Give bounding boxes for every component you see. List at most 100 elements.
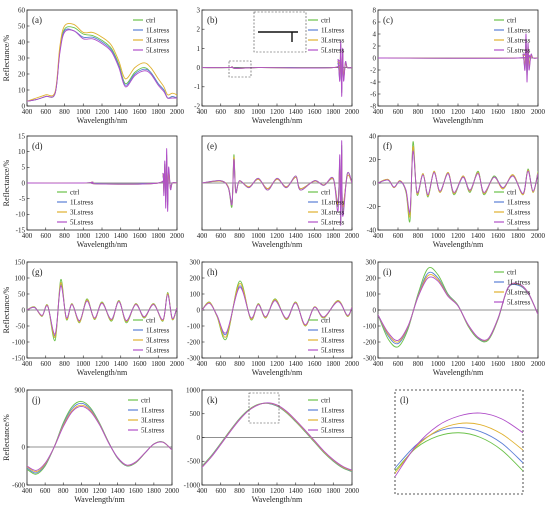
- x-tick-label: 1600: [133, 232, 148, 240]
- x-tick-label: 800: [413, 232, 424, 240]
- panel-letter: (d): [32, 141, 43, 151]
- series-line-3lstress: [27, 22, 177, 102]
- x-tick-label: 1000: [251, 108, 266, 116]
- y-tick-label: -2: [370, 66, 376, 74]
- x-tick-label: 600: [393, 108, 404, 116]
- legend-label: 5Lstress: [507, 47, 531, 55]
- y-tick-label: 30: [18, 54, 26, 62]
- series-group: [378, 267, 538, 348]
- x-tick-label: 1000: [251, 487, 266, 495]
- y-tick-label: 60: [18, 6, 26, 14]
- y-axis-title: Reflectance/%: [2, 159, 11, 206]
- x-tick-label: 800: [59, 360, 70, 368]
- y-tick-label: 300: [190, 258, 201, 266]
- panel-letter: (j): [32, 395, 41, 405]
- y-tick-label: 10: [18, 148, 26, 156]
- panel-letter: (h): [207, 267, 218, 277]
- x-tick-label: 1800: [511, 360, 526, 368]
- y-tick-label: -20: [367, 203, 377, 211]
- legend-label: 1Lstress: [321, 407, 345, 415]
- x-tick-label: 800: [59, 108, 70, 116]
- panel-letter: (a): [32, 15, 42, 25]
- x-tick-label: 1800: [151, 232, 166, 240]
- legend-label: 3Lstress: [507, 37, 531, 45]
- x-tick-label: 1400: [289, 360, 304, 368]
- x-tick-label: 1200: [95, 232, 110, 240]
- x-tick-label: 400: [22, 360, 33, 368]
- y-tick-label: 6: [373, 18, 377, 26]
- x-tick-label: 800: [234, 108, 245, 116]
- x-axis-title: Wavelength/nm: [252, 116, 303, 125]
- y-tick-label: -15: [16, 226, 26, 234]
- x-tick-label: 400: [22, 232, 33, 240]
- legend-label: 3Lstress: [507, 209, 531, 217]
- x-tick-label: 1800: [511, 232, 526, 240]
- y-tick-label: 0: [22, 306, 26, 314]
- x-tick-label: 1000: [74, 487, 89, 495]
- y-tick-label: -50: [16, 322, 26, 330]
- y-tick-label: 0: [197, 306, 201, 314]
- x-tick-label: 600: [216, 487, 227, 495]
- x-tick-label: 2000: [345, 108, 360, 116]
- x-tick-label: 1600: [491, 360, 506, 368]
- legend-label: 1Lstress: [321, 327, 345, 335]
- x-tick-label: 1000: [431, 360, 446, 368]
- panel-b: 400 600 800 1000 1200 1400 1600 1800 2000 -2 -1 0 1 2…: [194, 6, 359, 125]
- y-tick-label: -300: [187, 354, 200, 362]
- y-tick-label: 300: [366, 258, 377, 266]
- x-tick-label: 2000: [531, 232, 546, 240]
- panel-l: (l): [394, 389, 524, 495]
- legend-label: 3Lstress: [146, 337, 170, 345]
- x-tick-label: 1400: [471, 108, 486, 116]
- series-group: [27, 22, 177, 102]
- y-tick-label: -200: [363, 338, 376, 346]
- legend: ctrl 1Lstress 3Lstress 5Lstress: [494, 269, 531, 307]
- legend-label: ctrl: [70, 189, 79, 197]
- x-axis-title: Wavelength/nm: [252, 495, 303, 504]
- x-tick-label: 1400: [114, 108, 129, 116]
- y-tick-label: -600: [12, 481, 25, 489]
- series-line-3lstress: [395, 422, 523, 474]
- series-line-3lstress: [202, 49, 352, 88]
- panel-letter: (i): [383, 267, 392, 277]
- x-tick-label: 600: [216, 360, 227, 368]
- y-tick-label: 20: [18, 70, 26, 78]
- x-tick-label: 400: [22, 487, 33, 495]
- y-tick-label: 40: [369, 132, 377, 140]
- x-tick-label: 2000: [345, 360, 360, 368]
- x-tick-label: 1000: [251, 360, 266, 368]
- x-tick-label: 1400: [471, 232, 486, 240]
- panel-letter: (f): [383, 141, 392, 151]
- y-tick-label: -500: [187, 458, 200, 466]
- x-tick-label: 1400: [471, 360, 486, 368]
- x-tick-label: 1000: [431, 108, 446, 116]
- y-axis-title: Reflectance/%: [2, 34, 11, 81]
- panel-g: 400 600 800 1000 1200 1400 1600 1800 2000-150-10…: [2, 258, 185, 377]
- x-tick-label: 1400: [114, 360, 129, 368]
- legend-label: ctrl: [141, 397, 150, 405]
- series-line-ctrl: [395, 432, 523, 472]
- y-tick-label: -100: [363, 322, 376, 330]
- x-tick-label: 2000: [345, 487, 360, 495]
- x-tick-label: 1600: [308, 232, 323, 240]
- panel-letter: (c): [383, 15, 393, 25]
- y-tick-label: 200: [366, 274, 377, 282]
- legend: ctrl 1Lstress 3Lstress 5Lstress: [133, 317, 170, 355]
- x-tick-label: 2000: [170, 108, 185, 116]
- legend-label: 5Lstress: [146, 347, 170, 355]
- y-tick-label: 10: [18, 86, 26, 94]
- legend-label: 3Lstress: [321, 209, 345, 217]
- legend-label: ctrl: [321, 189, 330, 197]
- series-line-5lstress: [395, 412, 523, 477]
- y-tick-label: 8: [373, 6, 377, 14]
- series-line-5lstress: [27, 406, 172, 471]
- series-group: [27, 400, 172, 475]
- panel-letter: (k): [207, 395, 218, 405]
- legend-label: 3Lstress: [321, 37, 345, 45]
- x-tick-label: 1400: [289, 108, 304, 116]
- x-tick-label: 2000: [165, 487, 180, 495]
- y-tick-label: 100: [366, 290, 377, 298]
- x-tick-label: 1800: [511, 108, 526, 116]
- x-axis-title: Wavelength/nm: [433, 368, 484, 377]
- series-group: [395, 412, 523, 477]
